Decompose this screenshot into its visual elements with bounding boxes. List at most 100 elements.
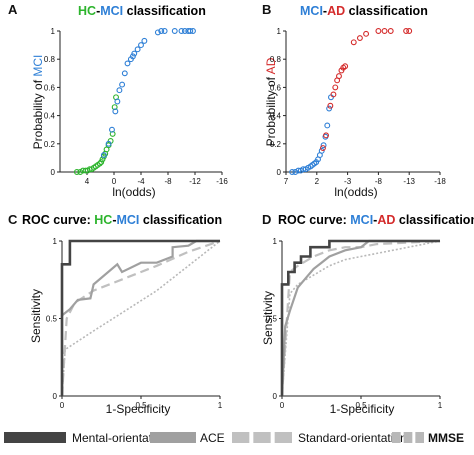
title-mci: MCI — [100, 4, 123, 18]
panel-d: D ROC curve: MCI-AD classification Sensi… — [261, 212, 474, 416]
panel-letter-b: B — [262, 2, 271, 17]
legend-item-mental-orientation: Mental-orientation — [4, 431, 168, 445]
data-point-mci — [116, 87, 123, 94]
title-mci: MCI — [350, 213, 373, 227]
data-point-mci — [141, 37, 148, 44]
title-hc: HC — [94, 213, 112, 227]
title-dash: - — [112, 213, 116, 227]
title-ad: AD — [377, 213, 395, 227]
panel-d-ylabel: Sensitivity — [261, 291, 275, 345]
panel-a-xlabel: ln(odds) — [112, 185, 155, 199]
title-dash: - — [96, 4, 100, 18]
panel-a-axes: 0 0.2 0.4 0.6 0.8 1 4 0 -4 -8 -12 -16 — [44, 27, 228, 186]
title-dash: - — [323, 4, 327, 18]
roc-line-mmse — [61, 240, 221, 397]
panel-d-xlabel: 1-Specificity — [330, 402, 395, 416]
title-prefix: ROC curve: — [278, 213, 350, 227]
x-tick-label: 0.5 — [355, 401, 367, 410]
roc-line-mental-orientation — [280, 239, 440, 396]
title-mci: MCI — [300, 4, 323, 18]
title-ad: AD — [327, 4, 345, 18]
y-tick-label: 0.4 — [270, 112, 282, 121]
legend-swatch — [4, 432, 66, 443]
x-tick-label: 2 — [315, 177, 320, 186]
data-point-mci — [105, 140, 112, 147]
y-tick-label: 0.5 — [46, 315, 58, 324]
data-point-ad — [342, 63, 349, 70]
legend-label: MMSE — [428, 431, 464, 445]
y-tick-label: 0.2 — [270, 140, 282, 149]
data-point-ad — [356, 35, 363, 41]
x-tick-label: -18 — [434, 177, 446, 186]
y-tick-label: 1 — [277, 27, 282, 36]
data-point-mci — [292, 169, 299, 175]
x-tick-label: -12 — [189, 177, 201, 186]
data-point-ad — [336, 73, 342, 80]
title-rest: classification — [395, 213, 474, 227]
x-tick-label: 1 — [218, 401, 223, 410]
data-point-mci — [190, 28, 196, 34]
x-tick-label: 0 — [60, 401, 65, 410]
data-point-ad — [375, 28, 382, 34]
panel-letter-d: D — [262, 212, 271, 227]
x-tick-label: 7 — [284, 177, 289, 186]
x-tick-label: 0.5 — [135, 401, 147, 410]
data-point-mci — [131, 50, 138, 57]
data-point-mci — [100, 152, 107, 159]
panel-d-title: ROC curve: MCI-AD classification — [278, 213, 474, 227]
x-tick-label: -8 — [375, 177, 383, 186]
data-point-ad — [363, 30, 370, 37]
data-point-mci — [124, 60, 131, 67]
ylabel-group: AD — [264, 57, 278, 74]
panel-letter-a: A — [8, 2, 18, 17]
y-tick-label: 0.4 — [44, 112, 56, 121]
data-point-ad — [330, 91, 337, 98]
x-tick-label: -8 — [164, 177, 172, 186]
panel-b-xlabel: ln(odds) — [334, 185, 377, 199]
panel-c: C ROC curve: HC-MCI classification Sensi… — [8, 212, 223, 416]
title-rest: classification — [123, 4, 206, 18]
legend-swatch-dash — [232, 432, 250, 443]
x-tick-label: 0 — [112, 177, 117, 186]
roc-line-standard-orientation — [280, 239, 441, 397]
legend-label: ACE — [200, 431, 225, 445]
data-point-mci — [324, 122, 331, 129]
data-point-mci — [289, 169, 296, 175]
title-mci: MCI — [116, 213, 139, 227]
data-point-ad — [320, 145, 326, 151]
y-tick-label: 0 — [273, 392, 278, 401]
data-point-mci — [171, 28, 178, 34]
y-tick-label: 0.6 — [270, 83, 282, 92]
title-rest: classification — [139, 213, 222, 227]
legend-swatch-dash — [274, 432, 292, 443]
y-tick-label: 0 — [51, 168, 56, 177]
panel-d-axes: 0 0.5 1 0 0.5 1 — [266, 237, 443, 410]
y-tick-label: 0.8 — [270, 55, 282, 64]
legend-swatch — [150, 432, 196, 443]
data-point-mci — [129, 53, 136, 60]
legend-label: Standard-orientation — [298, 431, 407, 445]
ylabel-prefix: Probability of — [31, 77, 45, 150]
y-tick-label: 0.2 — [44, 140, 56, 149]
x-tick-label: 4 — [85, 177, 90, 186]
data-point-mci — [112, 108, 119, 115]
panel-c-axes: 0 0.5 1 0 0.5 1 — [46, 237, 223, 410]
data-point-mci — [181, 28, 188, 34]
legend-swatch-dash — [253, 432, 271, 443]
ylabel-prefix: Probability of — [264, 74, 278, 146]
title-dash: - — [373, 213, 377, 227]
data-point-ad — [332, 84, 339, 91]
y-tick-label: 1 — [53, 237, 58, 246]
title-rest: classification — [345, 4, 428, 18]
roc-line-ace — [280, 239, 440, 397]
data-point-ad — [327, 102, 334, 109]
data-point-mci — [138, 42, 144, 49]
legend-swatch-dot — [415, 432, 424, 443]
panel-b: B MCI-AD classification Probability of A… — [262, 2, 446, 199]
series-mci — [100, 28, 196, 159]
panel-b-axes: 0 0.2 0.4 0.6 0.8 1 7 2 -3 -8 -13 -18 — [270, 27, 446, 186]
series-mci — [289, 94, 334, 175]
x-tick-label: -4 — [137, 177, 145, 186]
y-tick-label: 0.5 — [266, 315, 278, 324]
panel-a-title: HC-MCI classification — [78, 4, 206, 18]
